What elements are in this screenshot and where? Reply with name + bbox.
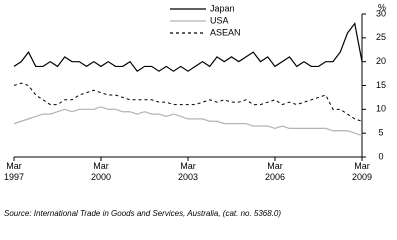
x-tick-label: Mar 2003 (178, 161, 198, 182)
unit-label: % (378, 2, 386, 12)
x-tick-label: Mar 2006 (265, 161, 285, 182)
series-line (13, 106, 363, 137)
y-tick-label: 5 (378, 128, 383, 138)
y-tick-label: 25 (376, 32, 386, 42)
y-tick-label: 0 (378, 151, 383, 161)
y-tick-label: 30 (376, 8, 386, 18)
legend-label: USA (210, 15, 229, 25)
y-tick-label: 20 (376, 56, 386, 66)
series-line (13, 82, 363, 122)
chart: % Source: International Trade in Goods a… (4, 2, 386, 218)
y-tick-label: 10 (376, 104, 386, 114)
source-note: Source: International Trade in Goods and… (4, 209, 281, 218)
x-tick-label: Mar 2000 (91, 161, 111, 182)
page: % Source: International Trade in Goods a… (3, 2, 387, 219)
x-tick-label: Mar 2009 (352, 161, 372, 182)
legend-label: ASEAN (210, 27, 241, 37)
y-tick-label: 15 (376, 80, 386, 90)
x-tick-label: Mar 1997 (4, 161, 24, 182)
series-line (13, 22, 363, 73)
legend-label: Japan (210, 3, 235, 13)
